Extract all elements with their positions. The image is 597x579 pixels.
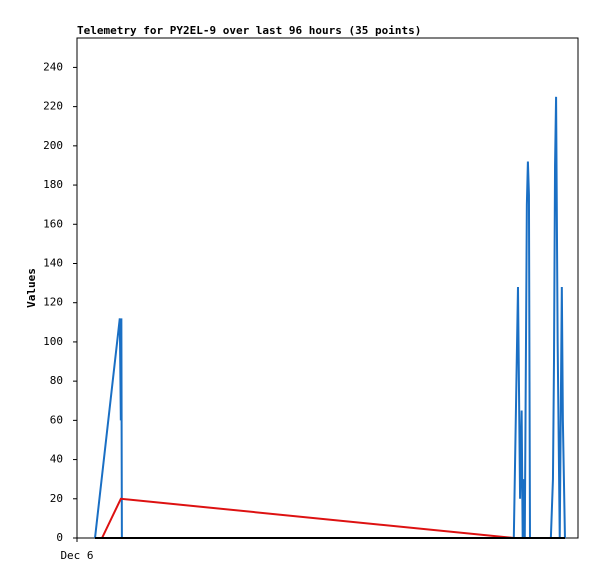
- y-tick-label: 120: [43, 296, 63, 309]
- chart-title: Telemetry for PY2EL-9 over last 96 hours…: [77, 24, 421, 37]
- y-tick-label: 20: [50, 492, 63, 505]
- y-tick-label: 220: [43, 100, 63, 113]
- y-tick-label: 80: [50, 374, 63, 387]
- y-tick-label: 60: [50, 413, 63, 426]
- x-tick-label: Dec 6: [60, 549, 93, 562]
- y-tick-label: 160: [43, 217, 63, 230]
- y-tick-label: 240: [43, 60, 63, 73]
- series-line: [101, 497, 514, 539]
- y-tick-label: 180: [43, 178, 63, 191]
- y-tick-label: 100: [43, 335, 63, 348]
- y-tick-label: 40: [50, 453, 63, 466]
- y-axis-label: Values: [25, 268, 38, 308]
- y-tick-label: 200: [43, 139, 63, 152]
- y-tick-label: 0: [56, 531, 63, 544]
- y-tick-label: 140: [43, 256, 63, 269]
